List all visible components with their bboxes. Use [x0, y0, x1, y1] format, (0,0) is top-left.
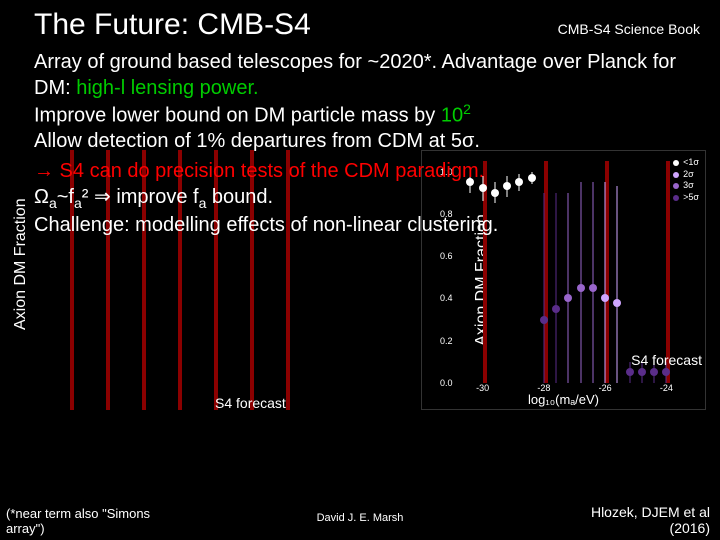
bullet1-b: 10: [441, 105, 463, 127]
x-tick-label: -28: [537, 383, 550, 393]
challenge-text: Challenge: modelling effects of non-line…: [34, 213, 708, 239]
data-point: [650, 368, 658, 376]
data-point: [540, 316, 548, 324]
bullet2: Allow detection of 1% departures from CD…: [34, 129, 708, 155]
data-point: [662, 368, 670, 376]
x-tick-label: -26: [599, 383, 612, 393]
data-point: [589, 284, 597, 292]
footer-left-b: array"): [6, 522, 150, 536]
bullet1-a: Improve lower bound on DM particle mass …: [34, 105, 441, 127]
data-point: [577, 284, 585, 292]
data-point: [601, 294, 609, 302]
data-point: [564, 294, 572, 302]
y-tick-label: 0.0: [440, 378, 453, 388]
omega-a: Ω: [34, 186, 49, 208]
right-chart-x-label: log₁₀(mₐ/eV): [528, 392, 599, 407]
y-tick-label: 0.2: [440, 336, 453, 346]
body-text: Array of ground based telescopes for ~20…: [0, 46, 720, 238]
arrow-line: → S4 can do precision tests of the CDM p…: [34, 159, 708, 185]
omega-g: bound.: [206, 186, 273, 208]
forecast-left-label: S4 forecast: [215, 395, 286, 411]
page-title: The Future: CMB-S4: [34, 8, 558, 42]
forecast-right-label: S4 forecast: [631, 352, 702, 368]
omega-c: ~f: [57, 186, 74, 208]
footer-center: David J. E. Marsh: [317, 512, 404, 524]
data-point: [552, 305, 560, 313]
footer-right-b: (2016): [591, 521, 710, 536]
y-tick-label: 0.6: [440, 251, 453, 261]
data-point: [638, 368, 646, 376]
para1-b: high-l lensing power.: [76, 77, 258, 99]
footer-left: (*near term also "Simons array"): [6, 507, 150, 536]
data-point: [626, 368, 634, 376]
x-tick-label: -30: [476, 383, 489, 393]
data-point: [613, 299, 621, 307]
footer-right: Hlozek, DJEM et al (2016): [591, 505, 710, 536]
bullet1-c: 2: [463, 101, 471, 117]
footer-left-a: (*near term also "Simons: [6, 507, 150, 521]
omega-e: ² ⇒ improve f: [82, 186, 199, 208]
source-label: CMB-S4 Science Book: [558, 21, 700, 37]
footer-right-a: Hlozek, DJEM et al: [591, 505, 710, 520]
omega-b: a: [49, 195, 57, 211]
omega-d: a: [74, 195, 82, 211]
x-tick-label: -24: [660, 383, 673, 393]
y-tick-label: 0.4: [440, 293, 453, 303]
left-chart-y-label: Axion DM Fraction: [12, 198, 30, 330]
